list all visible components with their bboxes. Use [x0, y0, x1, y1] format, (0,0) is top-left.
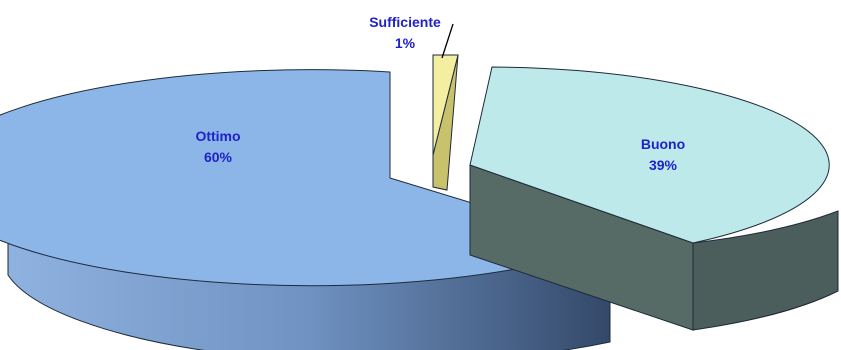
- slice-ottimo-top: [0, 69, 612, 287]
- slice-sufficiente: [432, 54, 459, 191]
- label-sufficiente-name: Sufficiente: [369, 14, 441, 30]
- slice-sufficiente-top: [432, 54, 459, 156]
- label-sufficiente-percent: 1%: [395, 35, 416, 51]
- slice-ottimo: [0, 69, 612, 350]
- label-buono-percent: 39%: [649, 157, 678, 173]
- slice-buono: [469, 66, 839, 331]
- slice-buono-side-front: [692, 210, 839, 331]
- label-ottimo-percent: 60%: [204, 149, 233, 165]
- slice-buono-top: [469, 66, 830, 244]
- label-ottimo-name: Ottimo: [195, 128, 240, 144]
- sufficiente-leader-line: [441, 23, 454, 59]
- label-buono-name: Buono: [641, 136, 685, 152]
